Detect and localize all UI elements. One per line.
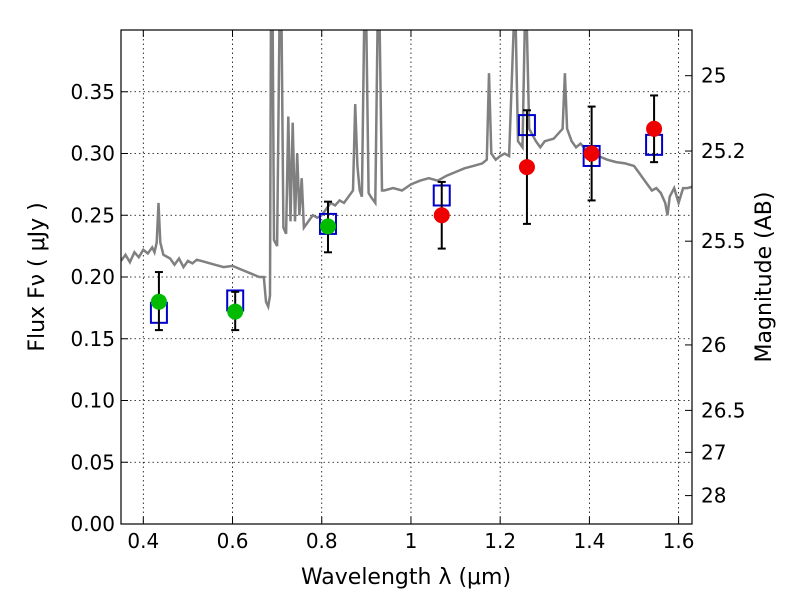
y-tick-label: 0.00: [70, 512, 115, 536]
x-tick-label: 0.4: [127, 529, 159, 553]
x-tick-label: 0.6: [217, 529, 249, 553]
axes: 0.4 0.6 0.8 1 1.2 1.4 1.6 0.00 0.05 0.10 0.15 0.20 0…: [70, 30, 746, 553]
x-axis-label: Wavelength λ (μm): [301, 565, 511, 590]
right-tick-label: 26: [701, 333, 726, 357]
red-data-point: [433, 207, 450, 224]
green-data-point: [150, 293, 167, 310]
red-data-point: [518, 159, 535, 176]
right-tick-label: 26.5: [701, 398, 746, 422]
x-tick-label: 1.4: [573, 529, 605, 553]
y-tick-label: 0.15: [70, 327, 115, 351]
x-tick-label: 1.2: [484, 529, 516, 553]
x-tick-label: 1: [405, 529, 418, 553]
green-data-point: [319, 218, 336, 235]
y-tick-label: 0.25: [70, 203, 115, 227]
y-axis-label: Flux Fν ( μJy ): [25, 202, 50, 351]
right-tick-label: 25.5: [701, 229, 746, 253]
spectrum-line: [121, 30, 692, 311]
right-axis-label: Magnitude (AB): [752, 192, 777, 363]
y-tick-label: 0.35: [70, 80, 115, 104]
right-tick-label: 28: [701, 484, 726, 508]
right-tick-label: 25: [701, 64, 726, 88]
green-data-point: [227, 303, 244, 320]
y-tick-label: 0.10: [70, 389, 115, 413]
x-tick-label: 0.8: [306, 529, 338, 553]
right-tick-label: 27: [701, 440, 726, 464]
right-tick-label: 25.2: [701, 139, 746, 163]
red-data-point: [583, 145, 600, 162]
y-tick-label: 0.05: [70, 450, 115, 474]
red-data-point: [646, 120, 663, 137]
y-tick-label: 0.20: [70, 265, 115, 289]
plot-area: [121, 30, 692, 332]
y-tick-label: 0.30: [70, 142, 115, 166]
x-tick-label: 1.6: [663, 529, 695, 553]
